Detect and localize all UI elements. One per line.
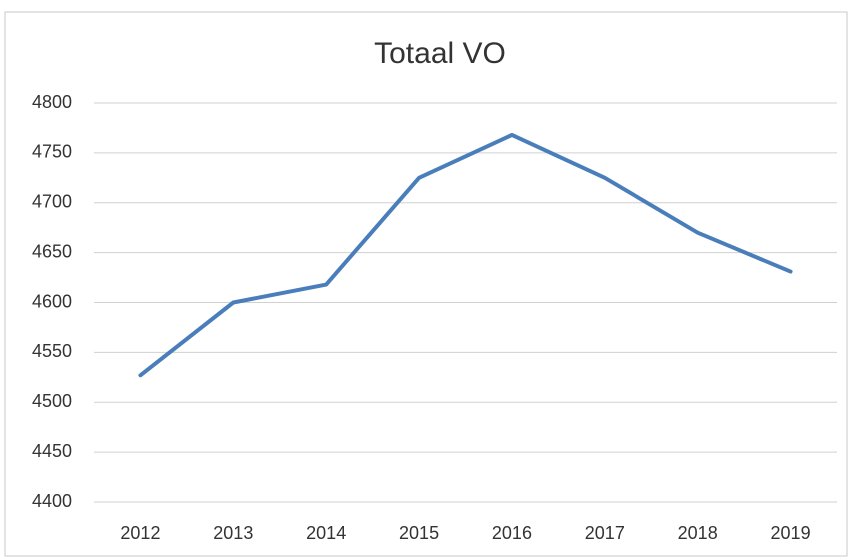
y-tick-label: 4700 <box>32 192 72 212</box>
y-tick-label: 4650 <box>32 241 72 261</box>
x-tick-label: 2017 <box>585 523 625 543</box>
y-tick-label: 4750 <box>32 142 72 162</box>
line <box>138 132 793 378</box>
y-tick-label: 4800 <box>32 92 72 112</box>
x-tick-label: 2016 <box>492 523 532 543</box>
x-tick-label: 2012 <box>120 523 160 543</box>
x-tick-label: 2014 <box>306 523 346 543</box>
x-tick-label: 2019 <box>771 523 811 543</box>
x-tick-label: 2015 <box>399 523 439 543</box>
x-tick-label: 2013 <box>213 523 253 543</box>
y-tick-label: 4550 <box>32 341 72 361</box>
chart-border <box>4 11 848 557</box>
y-tick-label: 4400 <box>32 491 72 511</box>
chart-title: Totaal VO <box>374 37 506 70</box>
y-tick-label: 4500 <box>32 391 72 411</box>
x-tick-label: 2018 <box>678 523 718 543</box>
y-tick-label: 4450 <box>32 441 72 461</box>
y-tick-label: 4600 <box>32 291 72 311</box>
